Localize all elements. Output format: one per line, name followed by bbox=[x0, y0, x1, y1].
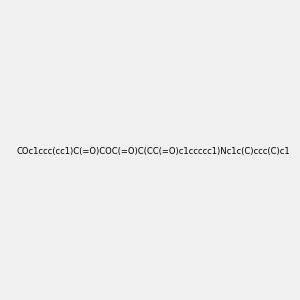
Text: COc1ccc(cc1)C(=O)COC(=O)C(CC(=O)c1ccccc1)Nc1c(C)ccc(C)c1: COc1ccc(cc1)C(=O)COC(=O)C(CC(=O)c1ccccc1… bbox=[17, 147, 291, 156]
